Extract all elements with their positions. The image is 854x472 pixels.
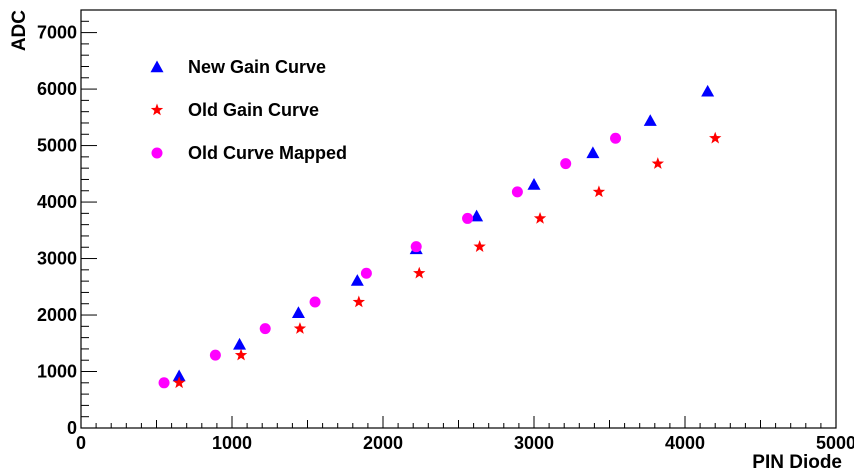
y-tick-label: 5000 bbox=[37, 136, 77, 156]
data-point bbox=[158, 377, 170, 389]
tick-labels: 0 1000 2000 3000 4000 5000 0 1000 2000 3000 4000 50… bbox=[37, 23, 854, 453]
data-point bbox=[709, 131, 722, 144]
data-point bbox=[410, 241, 422, 253]
series-old-gain-curve bbox=[172, 131, 722, 389]
data-point bbox=[172, 376, 186, 389]
y-tick-label: 4000 bbox=[37, 192, 77, 212]
y-tick-label: 3000 bbox=[37, 249, 77, 269]
x-tick-label: 5000 bbox=[816, 433, 854, 453]
data-point bbox=[560, 158, 572, 170]
data-point bbox=[172, 369, 186, 382]
series-new-gain-curve bbox=[172, 84, 715, 382]
data-point bbox=[360, 267, 372, 279]
data-point bbox=[610, 132, 622, 144]
x-tick-label: 2000 bbox=[363, 433, 403, 453]
data-points bbox=[158, 84, 722, 389]
data-point bbox=[350, 274, 364, 286]
legend-label: Old Curve Mapped bbox=[188, 143, 347, 163]
legend-label: Old Gain Curve bbox=[188, 100, 319, 120]
y-tick-label: 1000 bbox=[37, 362, 77, 382]
x-axis-title: PIN Diode bbox=[752, 452, 842, 472]
legend-marker bbox=[150, 103, 164, 116]
data-point bbox=[701, 84, 715, 97]
legend-label: New Gain Curve bbox=[188, 57, 326, 77]
data-point bbox=[651, 157, 664, 169]
data-point bbox=[259, 323, 271, 335]
y-axis-title: ADC bbox=[9, 10, 30, 51]
data-point bbox=[234, 348, 248, 361]
series-old-curve-mapped bbox=[158, 132, 622, 389]
legend: New Gain Curve Old Gain Curve Old Curve Ma… bbox=[150, 57, 347, 163]
data-point bbox=[233, 337, 247, 350]
data-point bbox=[293, 322, 307, 334]
legend-marker bbox=[150, 60, 164, 73]
data-point bbox=[209, 349, 221, 361]
y-tick-label: 7000 bbox=[37, 23, 77, 43]
data-point bbox=[413, 266, 426, 279]
data-point bbox=[309, 296, 321, 308]
data-point bbox=[533, 211, 547, 224]
data-point bbox=[592, 185, 606, 198]
y-tick-label: 6000 bbox=[37, 79, 77, 99]
data-point bbox=[527, 178, 541, 190]
data-point bbox=[352, 295, 366, 308]
x-tick-label: 1000 bbox=[212, 433, 252, 453]
data-point bbox=[643, 114, 657, 126]
axis-ticks bbox=[80, 9, 837, 429]
x-tick-label: 4000 bbox=[665, 433, 705, 453]
x-tick-label: 0 bbox=[76, 433, 86, 453]
data-point bbox=[586, 146, 600, 159]
y-tick-label: 2000 bbox=[37, 305, 77, 325]
legend-marker bbox=[151, 147, 163, 159]
data-point bbox=[511, 186, 523, 198]
y-tick-label: 0 bbox=[67, 418, 77, 438]
x-tick-label: 3000 bbox=[514, 433, 554, 453]
data-point bbox=[462, 212, 474, 224]
data-point bbox=[291, 306, 305, 318]
data-point bbox=[473, 240, 486, 252]
data-point bbox=[470, 209, 484, 222]
